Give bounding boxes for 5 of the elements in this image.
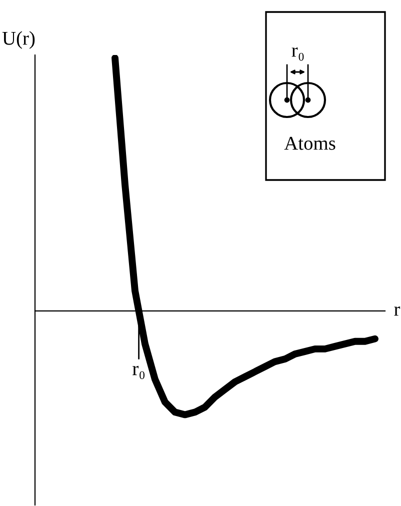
annotation: r₀ xyxy=(292,48,304,61)
x-axis-title: r xyxy=(394,306,400,316)
annotation: r₀ xyxy=(132,366,145,380)
annotation: Atoms xyxy=(284,136,336,150)
y-axis-title: U(r) xyxy=(2,31,35,49)
